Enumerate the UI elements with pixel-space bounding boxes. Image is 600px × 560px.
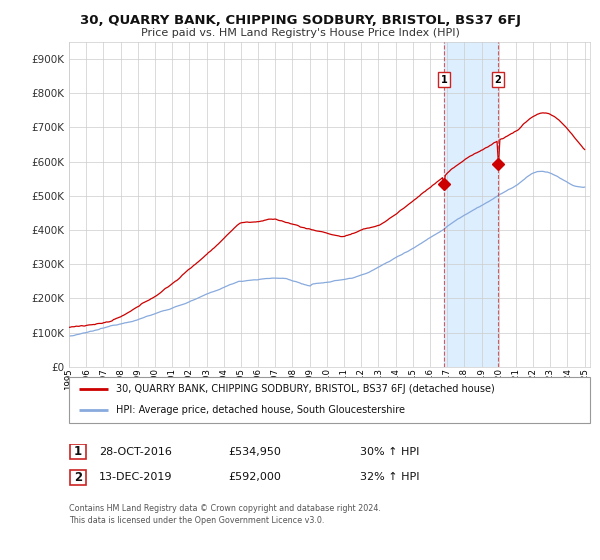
Text: £592,000: £592,000	[228, 472, 281, 482]
Bar	[444, 42, 498, 367]
Text: £534,950: £534,950	[228, 447, 281, 457]
Text: 30, QUARRY BANK, CHIPPING SODBURY, BRISTOL, BS37 6FJ (detached house): 30, QUARRY BANK, CHIPPING SODBURY, BRIST…	[116, 384, 494, 394]
Text: 2: 2	[494, 74, 502, 85]
Text: 32% ↑ HPI: 32% ↑ HPI	[360, 472, 419, 482]
Text: 2: 2	[74, 470, 82, 484]
Text: 1: 1	[441, 74, 448, 85]
Text: Contains HM Land Registry data © Crown copyright and database right 2024.
This d: Contains HM Land Registry data © Crown c…	[69, 504, 381, 525]
Text: HPI: Average price, detached house, South Gloucestershire: HPI: Average price, detached house, Sout…	[116, 405, 405, 416]
Text: 30, QUARRY BANK, CHIPPING SODBURY, BRISTOL, BS37 6FJ: 30, QUARRY BANK, CHIPPING SODBURY, BRIST…	[79, 14, 521, 27]
Text: Price paid vs. HM Land Registry's House Price Index (HPI): Price paid vs. HM Land Registry's House …	[140, 28, 460, 38]
Text: 1: 1	[74, 445, 82, 459]
Text: 13-DEC-2019: 13-DEC-2019	[99, 472, 173, 482]
Text: 30% ↑ HPI: 30% ↑ HPI	[360, 447, 419, 457]
Text: 28-OCT-2016: 28-OCT-2016	[99, 447, 172, 457]
